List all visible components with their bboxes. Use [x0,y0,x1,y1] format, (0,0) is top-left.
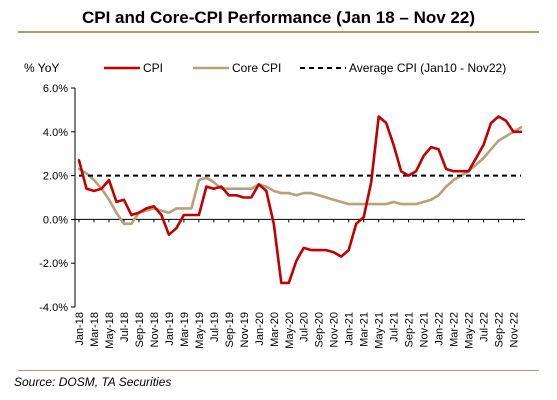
x-tick-label: May-20 [284,312,296,349]
chart-title: CPI and Core-CPI Performance (Jan 18 – N… [81,8,476,27]
y-tick-label: -2.0% [39,258,68,270]
y-tick-label: 2.0% [43,171,68,183]
x-tick-label: Jan-21 [344,312,356,346]
source-rule [18,370,539,371]
x-tick-label: Jul-20 [299,312,311,342]
x-tick-label: May-22 [464,312,476,349]
x-tick-label: Jan-22 [434,312,446,346]
x-tick-label: Nov-22 [509,312,521,347]
x-tick-label: Jul-19 [209,312,221,342]
y-tick-label: 4.0% [43,127,68,139]
x-tick-label: Sep-22 [494,312,506,347]
legend: CPI Core CPI Average CPI (Jan10 - Nov22) [104,61,506,75]
x-tick-label: Mar-21 [359,312,371,347]
x-tick-label: Jul-21 [389,312,401,342]
series-line-core-cpi [77,126,523,226]
legend-label: Core CPI [232,61,281,75]
x-tick-label: Mar-20 [269,312,281,347]
x-tick-label: May-18 [104,312,116,349]
x-tick-label: Nov-18 [149,312,161,347]
x-tick-label: Mar-18 [89,312,101,347]
x-axis: Jan-18 Mar-18 May-18 Jul-18 Sep-18 Nov-18 Jan-… [74,218,525,349]
x-tick-label: Jul-18 [119,312,131,342]
y-axis: 6.0% 4.0% 2.0% 0.0% -2.0% -4.0% [39,83,76,314]
legend-label: CPI [143,61,163,75]
x-tick-label: Sep-21 [404,312,416,347]
y-tick-label: -4.0% [39,302,68,314]
x-tick-label: Jan-18 [74,312,86,346]
x-tick-label: Jan-19 [164,312,176,346]
y-axis-label: % YoY [24,61,59,75]
x-tick-label: May-19 [194,312,206,349]
x-tick-label: Mar-19 [179,312,191,347]
x-tick-label: Sep-20 [314,312,326,347]
y-tick-label: 0.0% [43,214,68,226]
x-tick-label: Jan-20 [254,312,266,346]
x-tick-label: Jul-22 [479,312,491,342]
x-tick-label: Mar-22 [449,312,461,347]
x-tick-label: May-21 [374,312,386,349]
x-tick-label: Nov-20 [329,312,341,347]
x-tick-label: Sep-18 [134,312,146,347]
title-rule [18,31,539,33]
source-note: Source: DOSM, TA Securities [14,375,172,389]
x-tick-label: Sep-19 [224,312,236,347]
y-tick-label: 6.0% [43,83,68,95]
series-lines [77,115,523,285]
series-line-cpi [77,115,523,285]
x-tick-label: Nov-21 [419,312,431,347]
legend-label: Average CPI (Jan10 - Nov22) [349,61,506,75]
x-tick-label: Nov-19 [239,312,251,347]
